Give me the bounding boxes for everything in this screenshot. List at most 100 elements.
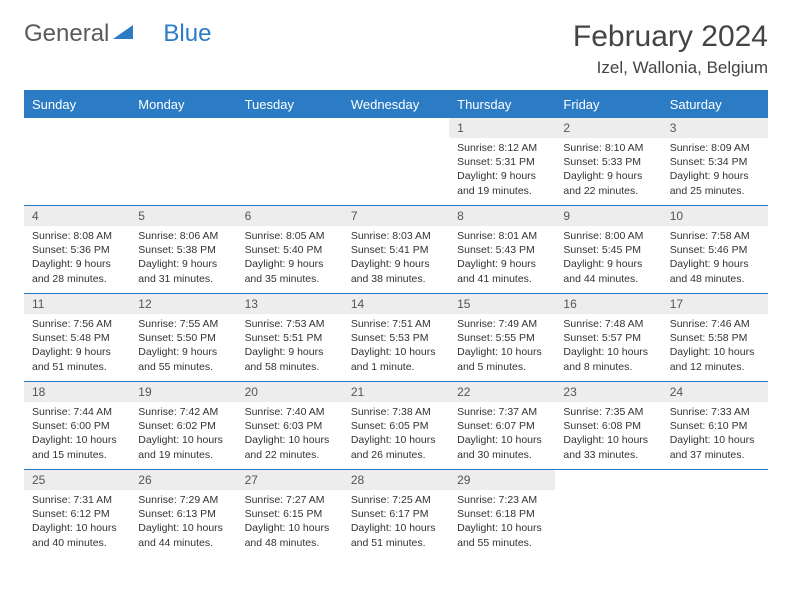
day-details: Sunrise: 7:31 AMSunset: 6:12 PMDaylight:…: [24, 490, 130, 554]
daylight-text-1: Daylight: 10 hours: [138, 521, 228, 535]
day-number: 18: [24, 382, 130, 402]
calendar-day-cell: 6Sunrise: 8:05 AMSunset: 5:40 PMDaylight…: [237, 206, 343, 294]
calendar-day-cell: 20Sunrise: 7:40 AMSunset: 6:03 PMDayligh…: [237, 382, 343, 470]
daylight-text-2: and 37 minutes.: [670, 448, 760, 462]
day-number: 15: [449, 294, 555, 314]
day-number: 6: [237, 206, 343, 226]
page-header: General Blue February 2024 Izel, Walloni…: [24, 20, 768, 78]
daylight-text-1: Daylight: 10 hours: [670, 345, 760, 359]
daylight-text-1: Daylight: 9 hours: [457, 257, 547, 271]
location-text: Izel, Wallonia, Belgium: [573, 58, 768, 78]
day-number: 16: [555, 294, 661, 314]
sunset-text: Sunset: 5:38 PM: [138, 243, 228, 257]
calendar-week-row: 25Sunrise: 7:31 AMSunset: 6:12 PMDayligh…: [24, 470, 768, 558]
day-number: 1: [449, 118, 555, 138]
day-number: 17: [662, 294, 768, 314]
col-tuesday: Tuesday: [237, 91, 343, 118]
logo: General Blue: [24, 20, 211, 48]
day-details: Sunrise: 7:27 AMSunset: 6:15 PMDaylight:…: [237, 490, 343, 554]
sunrise-text: Sunrise: 8:12 AM: [457, 141, 547, 155]
sunrise-text: Sunrise: 8:08 AM: [32, 229, 122, 243]
daylight-text-1: Daylight: 10 hours: [351, 345, 441, 359]
calendar-day-cell: 12Sunrise: 7:55 AMSunset: 5:50 PMDayligh…: [130, 294, 236, 382]
day-number: 26: [130, 470, 236, 490]
calendar-empty-cell: [555, 470, 661, 558]
sunrise-text: Sunrise: 7:23 AM: [457, 493, 547, 507]
daylight-text-1: Daylight: 9 hours: [32, 257, 122, 271]
sunset-text: Sunset: 6:15 PM: [245, 507, 335, 521]
sunset-text: Sunset: 5:41 PM: [351, 243, 441, 257]
day-details: Sunrise: 7:44 AMSunset: 6:00 PMDaylight:…: [24, 402, 130, 466]
sunset-text: Sunset: 6:10 PM: [670, 419, 760, 433]
day-number: 23: [555, 382, 661, 402]
sunrise-text: Sunrise: 7:49 AM: [457, 317, 547, 331]
calendar-day-cell: 2Sunrise: 8:10 AMSunset: 5:33 PMDaylight…: [555, 118, 661, 206]
daylight-text-2: and 12 minutes.: [670, 360, 760, 374]
day-details: Sunrise: 7:48 AMSunset: 5:57 PMDaylight:…: [555, 314, 661, 378]
calendar-day-cell: 22Sunrise: 7:37 AMSunset: 6:07 PMDayligh…: [449, 382, 555, 470]
daylight-text-1: Daylight: 9 hours: [32, 345, 122, 359]
col-thursday: Thursday: [449, 91, 555, 118]
daylight-text-1: Daylight: 9 hours: [670, 257, 760, 271]
sunrise-text: Sunrise: 7:55 AM: [138, 317, 228, 331]
day-details: Sunrise: 7:58 AMSunset: 5:46 PMDaylight:…: [662, 226, 768, 290]
daylight-text-1: Daylight: 9 hours: [670, 169, 760, 183]
calendar-day-cell: 4Sunrise: 8:08 AMSunset: 5:36 PMDaylight…: [24, 206, 130, 294]
daylight-text-2: and 22 minutes.: [245, 448, 335, 462]
day-details: Sunrise: 7:49 AMSunset: 5:55 PMDaylight:…: [449, 314, 555, 378]
sunrise-text: Sunrise: 7:40 AM: [245, 405, 335, 419]
calendar-day-cell: 11Sunrise: 7:56 AMSunset: 5:48 PMDayligh…: [24, 294, 130, 382]
sunrise-text: Sunrise: 7:37 AM: [457, 405, 547, 419]
day-details: Sunrise: 7:40 AMSunset: 6:03 PMDaylight:…: [237, 402, 343, 466]
calendar-day-cell: 21Sunrise: 7:38 AMSunset: 6:05 PMDayligh…: [343, 382, 449, 470]
sunset-text: Sunset: 5:36 PM: [32, 243, 122, 257]
daylight-text-2: and 8 minutes.: [563, 360, 653, 374]
daylight-text-1: Daylight: 10 hours: [563, 433, 653, 447]
sunset-text: Sunset: 5:48 PM: [32, 331, 122, 345]
day-number: 8: [449, 206, 555, 226]
daylight-text-1: Daylight: 9 hours: [245, 257, 335, 271]
sunrise-text: Sunrise: 8:10 AM: [563, 141, 653, 155]
day-details: Sunrise: 8:00 AMSunset: 5:45 PMDaylight:…: [555, 226, 661, 290]
calendar-day-cell: 8Sunrise: 8:01 AMSunset: 5:43 PMDaylight…: [449, 206, 555, 294]
calendar-table: Sunday Monday Tuesday Wednesday Thursday…: [24, 90, 768, 558]
day-details: Sunrise: 7:53 AMSunset: 5:51 PMDaylight:…: [237, 314, 343, 378]
calendar-day-cell: 25Sunrise: 7:31 AMSunset: 6:12 PMDayligh…: [24, 470, 130, 558]
col-saturday: Saturday: [662, 91, 768, 118]
sunset-text: Sunset: 5:46 PM: [670, 243, 760, 257]
day-details: Sunrise: 7:55 AMSunset: 5:50 PMDaylight:…: [130, 314, 236, 378]
day-details: Sunrise: 8:08 AMSunset: 5:36 PMDaylight:…: [24, 226, 130, 290]
daylight-text-1: Daylight: 9 hours: [457, 169, 547, 183]
daylight-text-2: and 15 minutes.: [32, 448, 122, 462]
calendar-empty-cell: [237, 118, 343, 206]
sunset-text: Sunset: 5:34 PM: [670, 155, 760, 169]
day-number: 10: [662, 206, 768, 226]
sunset-text: Sunset: 6:18 PM: [457, 507, 547, 521]
day-number: 12: [130, 294, 236, 314]
day-number: 11: [24, 294, 130, 314]
day-details: Sunrise: 7:38 AMSunset: 6:05 PMDaylight:…: [343, 402, 449, 466]
col-friday: Friday: [555, 91, 661, 118]
day-details: Sunrise: 8:01 AMSunset: 5:43 PMDaylight:…: [449, 226, 555, 290]
daylight-text-1: Daylight: 10 hours: [245, 521, 335, 535]
day-details: Sunrise: 7:56 AMSunset: 5:48 PMDaylight:…: [24, 314, 130, 378]
day-number: 2: [555, 118, 661, 138]
day-number: 7: [343, 206, 449, 226]
col-monday: Monday: [130, 91, 236, 118]
sunset-text: Sunset: 5:50 PM: [138, 331, 228, 345]
daylight-text-2: and 51 minutes.: [32, 360, 122, 374]
daylight-text-2: and 55 minutes.: [138, 360, 228, 374]
day-number: 28: [343, 470, 449, 490]
daylight-text-1: Daylight: 9 hours: [245, 345, 335, 359]
sunrise-text: Sunrise: 7:31 AM: [32, 493, 122, 507]
day-details: Sunrise: 7:23 AMSunset: 6:18 PMDaylight:…: [449, 490, 555, 554]
calendar-day-cell: 1Sunrise: 8:12 AMSunset: 5:31 PMDaylight…: [449, 118, 555, 206]
daylight-text-2: and 30 minutes.: [457, 448, 547, 462]
sunrise-text: Sunrise: 7:42 AM: [138, 405, 228, 419]
calendar-day-cell: 16Sunrise: 7:48 AMSunset: 5:57 PMDayligh…: [555, 294, 661, 382]
daylight-text-2: and 28 minutes.: [32, 272, 122, 286]
day-details: Sunrise: 8:12 AMSunset: 5:31 PMDaylight:…: [449, 138, 555, 202]
col-wednesday: Wednesday: [343, 91, 449, 118]
daylight-text-1: Daylight: 10 hours: [32, 433, 122, 447]
sunrise-text: Sunrise: 7:51 AM: [351, 317, 441, 331]
